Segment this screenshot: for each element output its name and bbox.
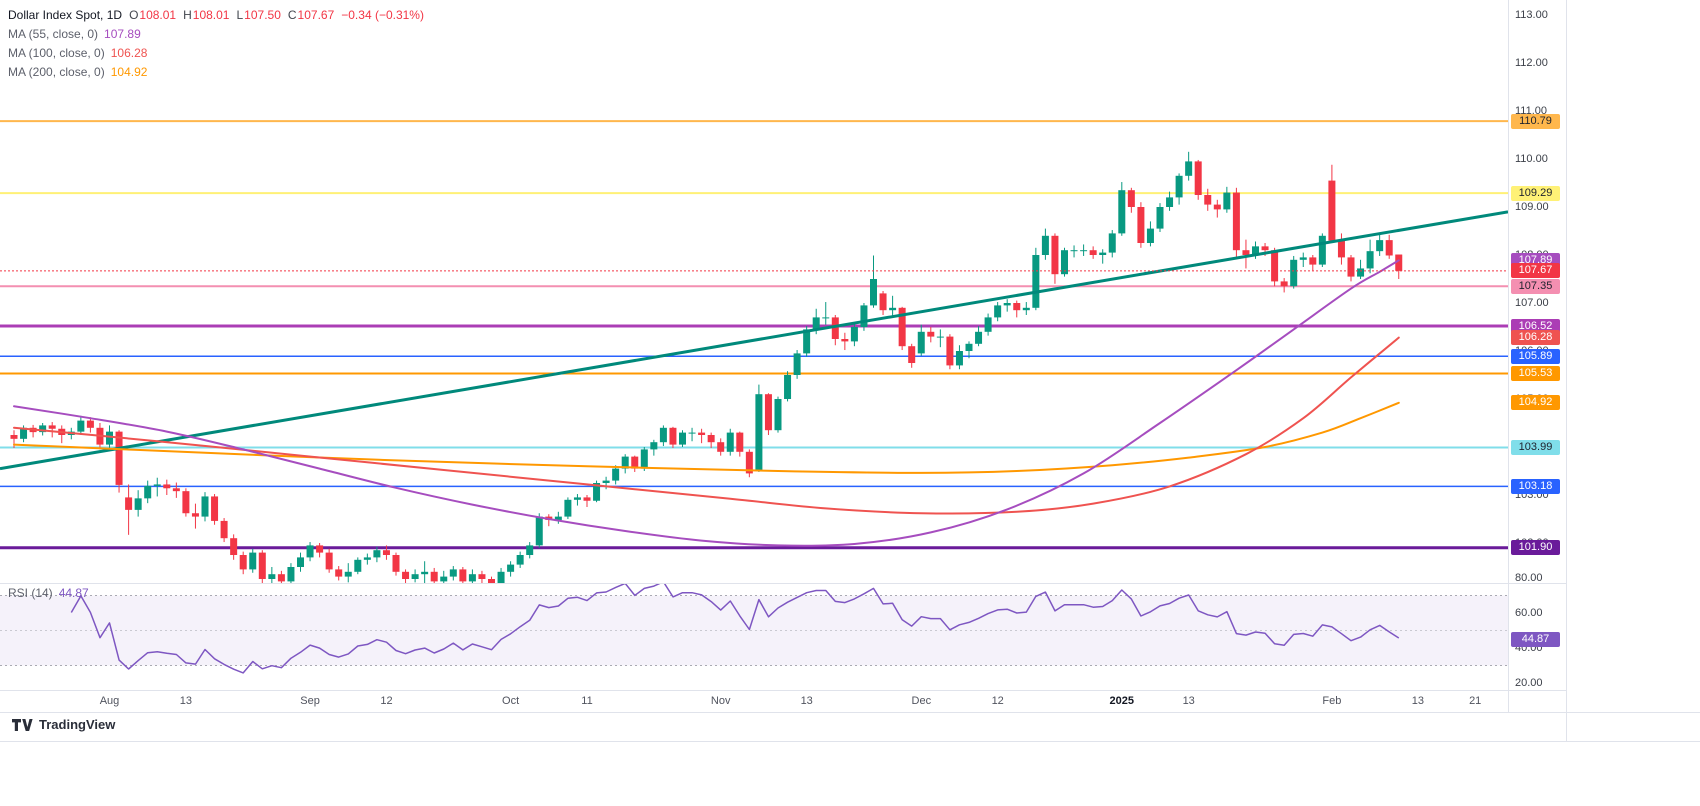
pane-separator[interactable] — [0, 583, 1566, 584]
current-price-badge: 107.67 — [1511, 263, 1560, 279]
tradingview-logo[interactable]: TradingView — [12, 717, 115, 732]
price-level-badge: 103.99 — [1511, 439, 1560, 455]
candles — [10, 151, 1403, 583]
ma200-value: 104.92 — [110, 65, 148, 79]
price-axis-tick: 113.00 — [1515, 8, 1548, 21]
time-axis-label: 11 — [581, 695, 593, 707]
high-label: H — [183, 8, 192, 22]
time-axis-label: Oct — [502, 695, 520, 707]
change-value: −0.34 (−0.31%) — [341, 8, 424, 22]
legend: Dollar Index Spot, 1D O108.01 H108.01 L107.… — [8, 6, 424, 82]
price-level-badge: 109.29 — [1511, 185, 1560, 201]
price-level-badge: 101.90 — [1511, 540, 1560, 556]
ma55-label: MA (55, close, 0) — [8, 27, 99, 41]
time-axis-label: 13 — [179, 695, 193, 707]
price-level-badge: 105.89 — [1511, 348, 1560, 364]
time-axis-label: 13 — [1411, 695, 1425, 707]
price-axis-tick: 107.00 — [1515, 296, 1549, 309]
price-axis-tick: 109.00 — [1515, 200, 1549, 213]
price-axis-tick: 111.00 — [1515, 104, 1548, 117]
ma-200-line — [13, 401, 1400, 474]
rsi-plot — [0, 584, 1508, 674]
rsi-axis-tick: 80.00 — [1515, 571, 1543, 584]
price-axis[interactable]: 113.00112.00111.00110.00109.00108.00107.… — [1510, 0, 1566, 690]
ma200-legend-row[interactable]: MA (200, close, 0) 104.92 — [8, 63, 424, 82]
ma100-value: 106.28 — [110, 46, 148, 60]
rsi-legend-row[interactable]: RSI (14) 44.87 — [8, 586, 89, 600]
time-axis-label: 13 — [1182, 695, 1195, 707]
symbol-title: Dollar Index Spot, 1D — [8, 8, 123, 22]
ma-value-badge: 104.92 — [1511, 395, 1560, 411]
time-axis[interactable]: Aug 13 Sep 12 Oct 11 Nov 13 Dec 12 2025 13 Feb 13 21 — [0, 690, 1566, 712]
time-axis-label: Sep — [300, 695, 320, 707]
symbol-legend-row[interactable]: Dollar Index Spot, 1D O108.01 H108.01 L107.… — [8, 6, 424, 25]
price-axis-tick: 112.00 — [1515, 56, 1548, 69]
time-axis-separator — [0, 690, 1566, 691]
ma200-label: MA (200, close, 0) — [8, 65, 105, 79]
time-axis-label: Dec — [911, 695, 932, 707]
low-label: L — [236, 8, 244, 22]
price-level-badge: 106.52 — [1511, 318, 1560, 334]
chart-canvas[interactable] — [0, 0, 1508, 690]
ma55-legend-row[interactable]: MA (55, close, 0) 107.89 — [8, 25, 424, 44]
price-axis-border — [1508, 0, 1509, 712]
ma100-legend-row[interactable]: MA (100, close, 0) 106.28 — [8, 44, 424, 63]
rsi-axis-tick: 20.00 — [1515, 676, 1543, 689]
ma55-value: 107.89 — [104, 27, 141, 41]
time-axis-label: 2025 — [1109, 695, 1135, 707]
time-axis-label: 13 — [800, 695, 813, 707]
tradingview-wordmark: TradingView — [39, 717, 116, 732]
ma-100-line — [13, 336, 1400, 515]
level-lines — [0, 120, 1508, 550]
time-axis-label: Nov — [710, 695, 731, 707]
rsi-axis-tick: 60.00 — [1515, 606, 1543, 619]
right-panel-border — [1566, 0, 1567, 741]
high-value: 108.01 — [192, 8, 230, 22]
open-value: 108.01 — [139, 8, 177, 22]
close-label: C — [287, 8, 297, 22]
tradingview-logo-icon — [12, 718, 33, 731]
rsi-label: RSI (14) — [8, 586, 53, 600]
price-level-badge: 105.53 — [1511, 366, 1560, 382]
price-axis-tick: 110.00 — [1515, 152, 1548, 165]
rsi-value-badge: 44.87 — [1511, 631, 1560, 647]
close-value: 107.67 — [297, 8, 335, 22]
rsi-value: 44.87 — [58, 586, 89, 600]
ma100-label: MA (100, close, 0) — [8, 46, 105, 60]
footer-separator-bottom — [0, 741, 1700, 742]
time-axis-label: 21 — [1469, 695, 1482, 707]
ma-55-line — [13, 259, 1400, 547]
price-level-badge: 103.18 — [1511, 478, 1560, 494]
price-level-badge: 107.35 — [1511, 278, 1560, 294]
open-label: O — [129, 8, 139, 22]
ma-value-badge: 106.28 — [1511, 330, 1560, 346]
time-axis-label: 12 — [380, 695, 393, 707]
price-level-badge: 110.79 — [1511, 113, 1560, 129]
footer-separator-top — [0, 712, 1700, 713]
time-axis-label: Aug — [99, 695, 120, 707]
trend-line — [0, 210, 1508, 471]
time-axis-label: Feb — [1322, 695, 1342, 707]
time-axis-label: 12 — [991, 695, 1004, 707]
low-value: 107.50 — [244, 8, 281, 22]
